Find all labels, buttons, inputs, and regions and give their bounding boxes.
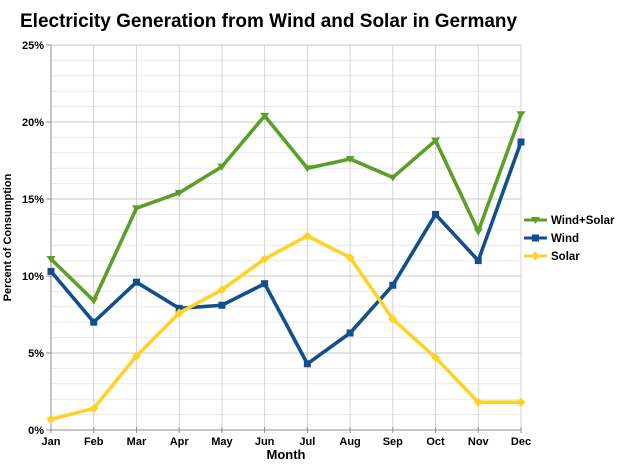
diamond-marker [431, 353, 441, 363]
y-tick-label: 25% [22, 40, 44, 52]
x-tick-label: May [211, 436, 233, 448]
series-line-solar [50, 233, 521, 421]
square-marker [175, 304, 183, 312]
y-tick-label: 10% [22, 271, 44, 283]
diamond-marker [131, 351, 141, 361]
triangle-down-marker [46, 256, 56, 264]
diamond-marker [89, 403, 99, 413]
x-tick-label: Feb [84, 436, 104, 448]
diamond-marker [388, 314, 398, 324]
triangle-down-marker [131, 205, 141, 213]
triangle-down-marker [217, 163, 227, 171]
series-line-wind [49, 141, 523, 367]
diamond-marker [46, 414, 56, 424]
triangle-down-marker [431, 137, 441, 145]
diamond-marker [260, 254, 270, 264]
legend-label: Wind [551, 233, 579, 245]
diamond-marker [473, 397, 483, 407]
diamond-marker [217, 285, 227, 295]
x-tick-label: Mar [127, 436, 147, 448]
x-tick-label: Jul [299, 436, 315, 448]
series-line-wind-solar [49, 113, 523, 304]
legend-label: Wind+Solar [551, 215, 615, 227]
square-marker [474, 257, 482, 265]
square-icon [532, 234, 539, 242]
triangle-down-marker [260, 112, 270, 120]
triangle-down-marker [302, 165, 312, 173]
diamond-icon [531, 251, 540, 261]
legend-label: Solar [551, 251, 580, 263]
diamond-marker [174, 308, 184, 318]
y-tick-label: 0% [28, 425, 44, 437]
x-tick-label: Apr [170, 436, 190, 448]
x-tick-label: Oct [426, 436, 445, 448]
diamond-marker [345, 253, 355, 263]
x-axis-title: Month [266, 447, 306, 462]
x-tick-label: Dec [511, 436, 531, 448]
x-tick-label: Sep [383, 436, 403, 448]
y-tick-label: 5% [28, 348, 44, 360]
triangle-down-marker [174, 189, 184, 197]
square-marker [517, 138, 525, 146]
x-tick-label: Jan [42, 436, 61, 448]
diamond-marker [516, 397, 526, 407]
y-axis-title: Percent of Consumption [2, 173, 14, 301]
y-tick-label: 20% [22, 117, 44, 129]
square-marker [346, 329, 354, 337]
triangle-down-marker [388, 174, 398, 182]
x-tick-label: Jun [255, 436, 275, 448]
diamond-marker [302, 231, 312, 241]
square-marker [47, 267, 55, 275]
triangle-down-marker [345, 155, 355, 163]
triangle-down-marker [516, 111, 526, 119]
y-tick-label: 15% [22, 194, 44, 206]
square-marker [90, 318, 98, 326]
x-tick-label: Aug [339, 436, 360, 448]
square-marker [432, 210, 440, 218]
square-marker [218, 301, 226, 309]
triangle-down-marker [89, 297, 99, 305]
triangle-down-icon [531, 217, 540, 224]
square-marker [303, 360, 311, 368]
square-marker [261, 280, 269, 288]
triangle-down-marker [473, 228, 483, 236]
square-marker [132, 278, 140, 286]
chart-title: Electricity Generation from Wind and Sol… [20, 11, 518, 32]
square-marker [389, 281, 397, 289]
x-tick-label: Nov [468, 436, 490, 448]
